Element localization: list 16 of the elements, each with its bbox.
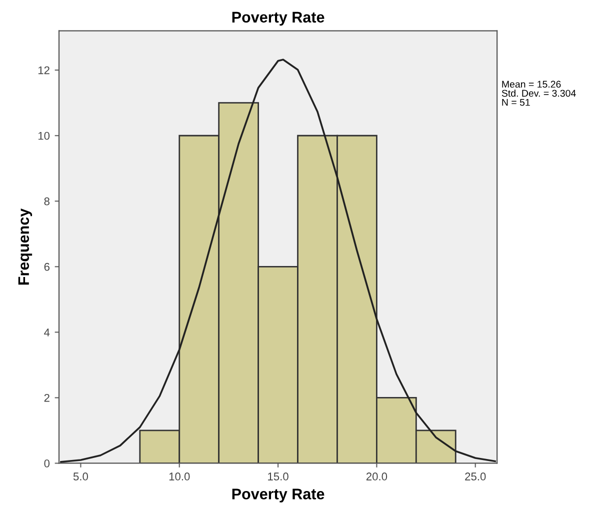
- x-tick-label: 20.0: [366, 472, 388, 480]
- x-tick-label: 15.0: [268, 472, 288, 480]
- x-tick-label: 25.0: [465, 472, 486, 480]
- y-tick-label: 6: [44, 262, 50, 271]
- chart-title: Poverty Rate: [232, 12, 324, 26]
- y-tick-label: 12: [38, 66, 50, 74]
- y-tick-label: 2: [44, 394, 50, 402]
- y-tick-label: 10: [38, 132, 50, 140]
- x-tick-label: 5.0: [73, 472, 88, 480]
- y-tick-label: 8: [44, 197, 50, 206]
- text: Mean = 15.26 Std. Dev. = 3.304 N = 51: [502, 80, 576, 106]
- x-axis-title: Poverty Rate: [232, 488, 324, 502]
- y-axis-title: Frequency: [18, 208, 32, 285]
- y-tick-label: 4: [44, 328, 50, 336]
- y-tick-label: 0: [44, 460, 50, 468]
- x-tick-label: 10.0: [169, 472, 190, 480]
